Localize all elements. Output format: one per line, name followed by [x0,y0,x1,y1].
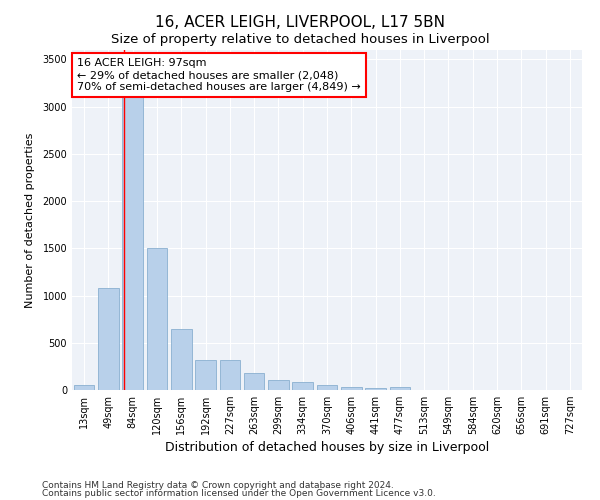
Bar [341,387,362,390]
Bar [317,386,337,390]
Bar [98,288,119,390]
Bar [74,386,94,390]
Bar [244,374,265,390]
Bar [389,387,410,390]
Text: Contains HM Land Registry data © Crown copyright and database right 2024.: Contains HM Land Registry data © Crown c… [42,480,394,490]
Text: 16 ACER LEIGH: 97sqm
← 29% of detached houses are smaller (2,048)
70% of semi-de: 16 ACER LEIGH: 97sqm ← 29% of detached h… [77,58,361,92]
Text: Size of property relative to detached houses in Liverpool: Size of property relative to detached ho… [110,32,490,46]
Bar [268,380,289,390]
Bar [292,382,313,390]
Bar [220,360,240,390]
X-axis label: Distribution of detached houses by size in Liverpool: Distribution of detached houses by size … [165,442,489,454]
Bar [122,80,143,390]
Text: Contains public sector information licensed under the Open Government Licence v3: Contains public sector information licen… [42,489,436,498]
Bar [146,248,167,390]
Y-axis label: Number of detached properties: Number of detached properties [25,132,35,308]
Bar [365,388,386,390]
Text: 16, ACER LEIGH, LIVERPOOL, L17 5BN: 16, ACER LEIGH, LIVERPOOL, L17 5BN [155,15,445,30]
Bar [195,360,216,390]
Bar [171,328,191,390]
